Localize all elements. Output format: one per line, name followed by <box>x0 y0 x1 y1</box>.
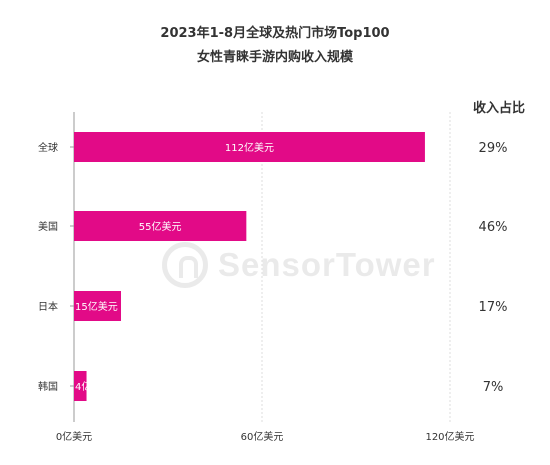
revenue-share-value: 29% <box>479 141 508 156</box>
revenue-share-value: 7% <box>483 380 504 395</box>
bar <box>74 291 121 321</box>
revenue-share-value: 17% <box>479 300 508 315</box>
sensortower-watermark: SensorTower <box>162 242 436 288</box>
category-label: 韩国 <box>38 380 58 393</box>
category-label: 美国 <box>38 220 58 233</box>
chart-title-block: 2023年1-8月全球及热门市场Top100 女性青睐手游内购收入规模 <box>0 22 550 70</box>
bar-value-label: 15亿美元 <box>75 300 118 313</box>
bar <box>74 211 247 241</box>
category-label: 日本 <box>38 300 58 313</box>
bar-value-label: 4亿美元 <box>75 380 111 393</box>
category-label: 全球 <box>38 141 58 154</box>
bar <box>74 371 87 401</box>
revenue-share-header: 收入占比 <box>472 101 525 116</box>
bar-value-label: 112亿美元 <box>225 141 274 154</box>
x-tick-label: 120亿美元 <box>425 430 474 443</box>
revenue-share-value: 46% <box>479 220 508 235</box>
chart-title: 2023年1-8月全球及热门市场Top100 <box>160 26 390 41</box>
x-tick-label: 0亿美元 <box>56 430 92 443</box>
bar-value-label: 55亿美元 <box>139 220 182 233</box>
watermark-text: SensorTower <box>218 246 436 283</box>
bar <box>74 132 425 162</box>
chart-subtitle: 女性青睐手游内购收入规模 <box>196 50 353 65</box>
x-tick-label: 60亿美元 <box>241 430 284 443</box>
sensortower-logo-icon <box>162 242 208 288</box>
